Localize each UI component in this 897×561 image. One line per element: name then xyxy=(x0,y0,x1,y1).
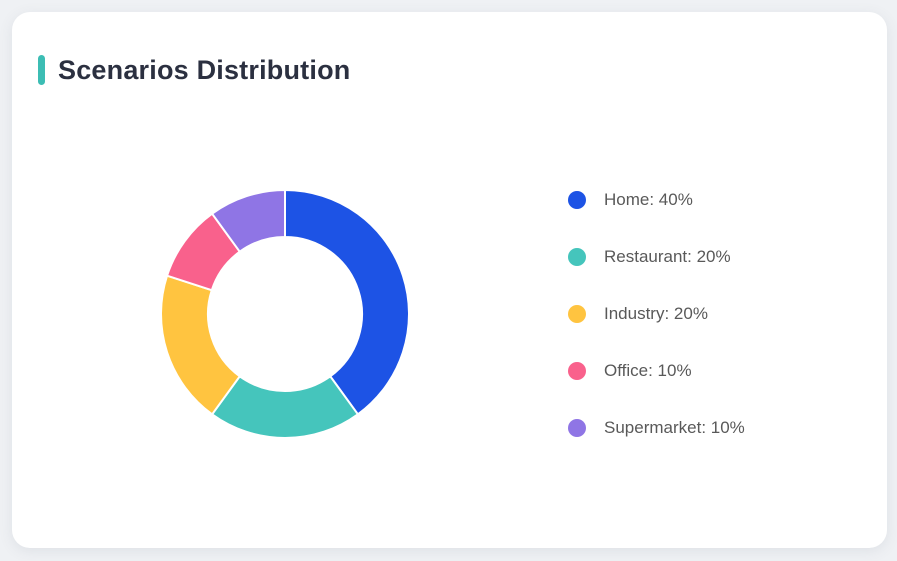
donut-chart-area xyxy=(155,184,415,444)
legend-marker xyxy=(568,304,586,323)
legend-marker xyxy=(568,190,586,209)
legend-marker xyxy=(568,247,586,266)
legend-label: Restaurant: 20% xyxy=(604,246,731,266)
card-title: Scenarios Distribution xyxy=(58,54,351,85)
legend-label: Office: 10% xyxy=(604,360,692,380)
chart-legend: Home: 40% Restaurant: 20% Industry: 20% Off… xyxy=(568,171,745,456)
legend-marker xyxy=(568,361,586,380)
title-accent-bar xyxy=(38,55,45,85)
donut-slice-home[interactable] xyxy=(284,189,410,416)
legend-item-office[interactable]: Office: 10% xyxy=(568,342,745,399)
legend-item-industry[interactable]: Industry: 20% xyxy=(568,285,745,342)
donut-chart xyxy=(160,189,410,439)
legend-label: Supermarket: 10% xyxy=(604,417,745,437)
legend-item-restaurant[interactable]: Restaurant: 20% xyxy=(568,228,745,285)
legend-label: Industry: 20% xyxy=(604,303,708,323)
donut-slice-supermarket[interactable] xyxy=(211,189,286,253)
donut-slice-industry[interactable] xyxy=(160,274,241,416)
scenarios-distribution-card: Scenarios Distribution Home: 40% Restaura… xyxy=(12,12,887,548)
card-header: Scenarios Distribution xyxy=(38,54,350,86)
legend-item-supermarket[interactable]: Supermarket: 10% xyxy=(568,399,745,456)
legend-label: Home: 40% xyxy=(604,189,693,209)
legend-marker xyxy=(568,418,586,437)
legend-item-home[interactable]: Home: 40% xyxy=(568,171,745,228)
